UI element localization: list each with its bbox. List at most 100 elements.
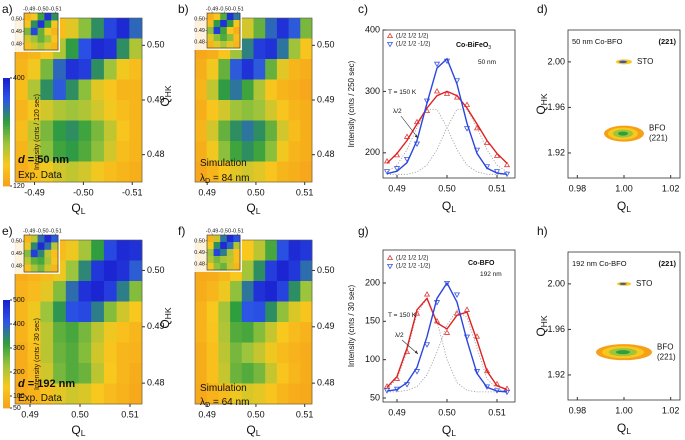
heat-cell — [253, 383, 266, 405]
label-part: Q — [158, 319, 172, 328]
data-point — [443, 329, 451, 335]
annotation: Exp. Data — [18, 393, 62, 404]
inset-x-tick-label: -0.49 — [206, 228, 219, 234]
heat-cell — [265, 240, 278, 261]
heat-cell — [226, 41, 234, 49]
colorbar-step — [3, 140, 10, 144]
heat-cell — [15, 281, 29, 302]
heat-cell — [253, 38, 266, 60]
heat-cell — [233, 20, 241, 28]
x-axis-label: QL — [617, 199, 631, 214]
colorbar-step — [3, 183, 10, 187]
y-tick-label: 50 — [370, 392, 380, 402]
heat-cell — [27, 322, 41, 343]
heat-cell — [15, 100, 29, 121]
label-part: L — [626, 426, 631, 436]
y-tick-label: 1.96 — [547, 102, 565, 112]
colorbar-step — [3, 329, 10, 333]
colorbar-step — [3, 354, 10, 358]
heat-cell — [24, 27, 32, 36]
heat-cell — [265, 18, 278, 39]
y-tick-label: 2.00 — [547, 56, 565, 66]
heat-cell — [15, 322, 29, 343]
label-part: T = 150 K — [388, 89, 417, 96]
peak-label: (221) — [649, 134, 668, 143]
heat-cell — [265, 38, 278, 60]
heat-cell — [37, 35, 45, 43]
heat-cell — [220, 27, 228, 35]
x-tick-label: -0.50 — [73, 187, 94, 197]
heat-cell — [206, 281, 219, 302]
heat-cell — [300, 161, 313, 183]
heat-cell — [213, 235, 221, 243]
heat-cell — [27, 141, 41, 162]
heat-cell — [24, 242, 32, 251]
x-tick-label: -0.51 — [122, 187, 143, 197]
heat-cell — [265, 100, 278, 121]
heat-cell — [300, 260, 313, 282]
heat-cell — [213, 41, 221, 49]
heat-cell — [30, 27, 38, 36]
heat-cell — [241, 141, 254, 162]
heat-cell — [300, 141, 313, 162]
heat-cell — [300, 100, 313, 121]
colorbar-step — [3, 169, 10, 173]
y-tick-label: 1.92 — [547, 147, 565, 157]
x-tick-label: 0.49 — [388, 407, 406, 417]
heat-cell — [65, 281, 79, 302]
colorbar-step — [3, 405, 10, 409]
heat-cell — [116, 281, 130, 302]
heat-cell — [218, 141, 231, 162]
heat-cell — [78, 161, 92, 183]
colorbar-step — [3, 337, 10, 341]
x-tick-label: 0.50 — [438, 183, 456, 193]
heat-cell — [27, 383, 41, 405]
heat-cell — [253, 301, 266, 323]
colorbar-step — [3, 107, 10, 111]
heat-cell — [91, 18, 105, 39]
y-tick-label: 150 — [365, 316, 380, 326]
inset-x-tick-label: -0.50 — [218, 6, 231, 12]
label-part: HK — [163, 307, 173, 319]
heat-cell — [230, 79, 243, 101]
fit-curve — [386, 57, 508, 176]
component-curve — [386, 297, 507, 393]
data-point — [393, 166, 401, 172]
component-curve — [387, 309, 508, 393]
peak-contour — [616, 350, 630, 355]
heat-cell — [103, 120, 117, 142]
inset-x-tick-label: -0.49 — [23, 6, 36, 12]
label-part: Intensity (cnts / 30 sec) — [34, 318, 41, 390]
heat-cell — [265, 342, 278, 364]
heat-cell — [78, 322, 92, 343]
x-axis-label: QL — [246, 201, 260, 216]
heat-cell — [241, 120, 254, 142]
heat-cell — [276, 100, 289, 121]
colorbar-step — [3, 359, 10, 363]
colorbar-tick-label: 300 — [13, 345, 25, 352]
heat-cell — [218, 342, 231, 364]
heat-cell — [226, 242, 234, 250]
colorbar-step — [3, 367, 10, 371]
heat-cell — [253, 120, 266, 142]
peak-label: STO — [636, 279, 652, 288]
heat-cell — [220, 13, 228, 21]
heat-cell — [78, 120, 92, 142]
heat-cell — [129, 141, 143, 162]
panel-label: g) — [358, 224, 369, 238]
heat-cell — [44, 242, 52, 251]
label-part: D — [205, 400, 210, 409]
peak — [617, 281, 631, 286]
heat-cell — [288, 301, 301, 323]
heat-cell — [116, 240, 130, 261]
heat-cell — [91, 342, 105, 364]
x-tick-label: 0.49 — [388, 183, 406, 193]
annotation: 192 nm — [480, 271, 502, 278]
heat-cell — [103, 100, 117, 121]
colorbar-step — [3, 345, 10, 349]
colorbar-tick-label: 100 — [13, 393, 25, 400]
colorbar-step — [3, 370, 10, 374]
heat-cell — [218, 281, 231, 302]
heat-cell — [53, 59, 67, 80]
y-tick-label: 1.96 — [547, 324, 565, 334]
